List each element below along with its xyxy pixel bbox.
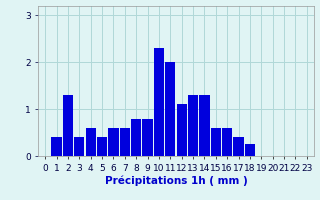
- X-axis label: Précipitations 1h ( mm ): Précipitations 1h ( mm ): [105, 175, 247, 186]
- Bar: [165, 62, 175, 156]
- Bar: [233, 137, 244, 156]
- Bar: [74, 137, 84, 156]
- Bar: [154, 48, 164, 156]
- Bar: [85, 128, 96, 156]
- Bar: [199, 95, 210, 156]
- Bar: [211, 128, 221, 156]
- Bar: [52, 137, 62, 156]
- Bar: [108, 128, 119, 156]
- Bar: [63, 95, 73, 156]
- Bar: [177, 104, 187, 156]
- Bar: [97, 137, 107, 156]
- Bar: [142, 118, 153, 156]
- Bar: [222, 128, 232, 156]
- Bar: [188, 95, 198, 156]
- Bar: [245, 144, 255, 156]
- Bar: [120, 128, 130, 156]
- Bar: [131, 118, 141, 156]
